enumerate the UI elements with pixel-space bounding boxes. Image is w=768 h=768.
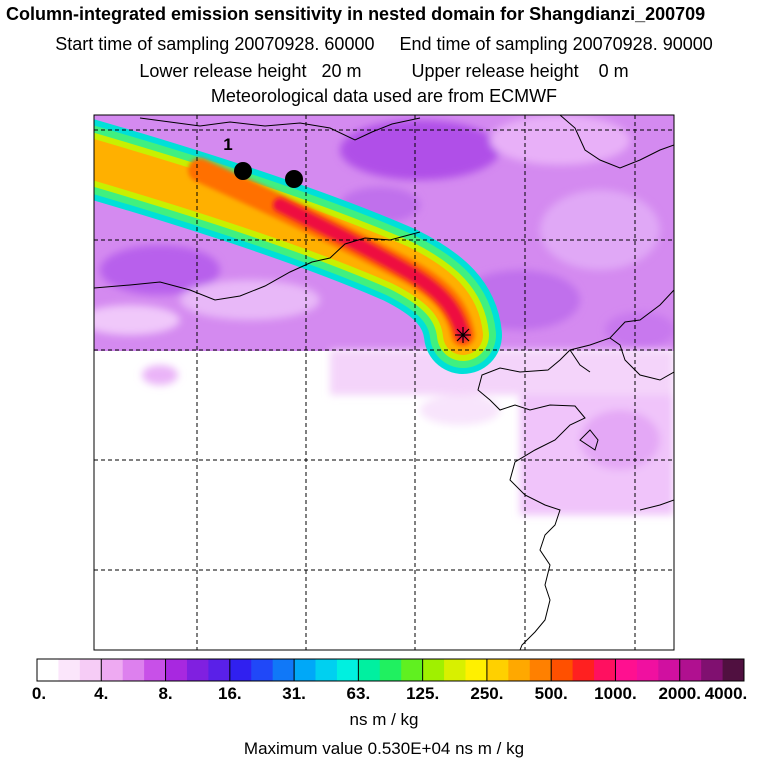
- colorbar-swatch: [722, 659, 745, 681]
- colorbar-swatch: [551, 659, 574, 681]
- colorbar-swatch: [144, 659, 167, 681]
- colorbar-swatch: [208, 659, 231, 681]
- map-panel: [94, 115, 674, 650]
- end-time-label: End time of sampling: [399, 34, 568, 54]
- trajectory-marker: [234, 162, 252, 180]
- colorbar-outline: [36, 658, 745, 682]
- maximum-value-text: Maximum value 0.530E+04 ns m / kg: [243, 739, 525, 758]
- lower-height-value: 20 m: [321, 61, 362, 81]
- sensitivity-field-lower: [142, 350, 674, 515]
- trajectory-marker: [285, 170, 303, 188]
- colorbar-tick-label: 2000.: [658, 684, 701, 703]
- colorbar-tick-label: 125.: [406, 684, 440, 703]
- colorbar-swatch: [636, 659, 659, 681]
- colorbar-swatch: [615, 659, 638, 681]
- colorbar-units: ns m / kg: [349, 710, 419, 729]
- colorbar-swatch: [229, 659, 252, 681]
- colorbar-tick-label: 1000.: [594, 684, 637, 703]
- colorbar-swatch: [379, 659, 402, 681]
- sampling-times: Start time of sampling 20070928. 60000 E…: [0, 34, 768, 55]
- colorbar-swatch: [422, 659, 445, 681]
- colorbar-swatch: [508, 659, 531, 681]
- colorbar-swatch: [358, 659, 381, 681]
- map-frame: [93, 114, 675, 651]
- upper-height-value: 0 m: [598, 61, 629, 81]
- colorbar-tick-label: 4000.: [704, 684, 748, 703]
- colorbar-swatch: [186, 659, 209, 681]
- release-site: [455, 327, 471, 343]
- colorbar-swatch: [336, 659, 359, 681]
- met-data-note: Meteorological data used are from ECMWF: [210, 86, 558, 106]
- colorbar: [36, 658, 745, 682]
- start-time-label: Start time of sampling: [55, 34, 230, 54]
- colorbar-tick-label: 16.: [217, 684, 242, 703]
- colorbar-swatch: [594, 659, 616, 681]
- colorbar-tick-label: 31.: [282, 684, 306, 703]
- colorbar-swatch: [465, 659, 488, 681]
- colorbar-swatch: [401, 659, 424, 681]
- upper-height-label: Upper release height: [411, 61, 579, 81]
- colorbar-tick-label: 0.: [31, 684, 47, 703]
- colorbar-swatch: [679, 659, 702, 681]
- coastlines: [94, 115, 674, 650]
- colorbar-swatch: [294, 659, 317, 681]
- colorbar-swatch: [165, 659, 188, 681]
- lower-height-label: Lower release height: [139, 61, 307, 81]
- colorbar-swatch: [101, 659, 124, 681]
- release-heights: Lower release height 20 m Upper release …: [0, 61, 768, 82]
- marker-label: 1: [223, 135, 232, 154]
- colorbar-tick-label: 63.: [346, 684, 371, 703]
- colorbar-swatch: [529, 659, 552, 681]
- colorbar-swatch: [572, 659, 595, 681]
- colorbar-swatch: [122, 659, 145, 681]
- release-site-star: [455, 327, 471, 343]
- colorbar-tick-label: 8.: [158, 684, 173, 703]
- colorbar-tick-label: 500.: [534, 684, 568, 703]
- colorbar-swatch: [272, 659, 295, 681]
- end-time-value: 20070928. 90000: [572, 34, 713, 54]
- sensitivity-field-texture: [94, 115, 674, 348]
- colorbar-swatch: [315, 659, 338, 681]
- colorbar-swatch: [37, 659, 59, 681]
- colorbar-tick-label: 4.: [94, 684, 109, 703]
- plume: [94, 119, 502, 374]
- colorbar-swatch: [58, 659, 81, 681]
- plot-title: Column-integrated emission sensitivity i…: [6, 4, 706, 24]
- colorbar-tick-label: 250.: [470, 684, 504, 703]
- start-time-value: 20070928. 60000: [234, 34, 375, 54]
- colorbar-swatch: [251, 659, 274, 681]
- colorbar-swatch: [444, 659, 466, 681]
- colorbar-swatch: [658, 659, 681, 681]
- colorbar-swatch: [79, 659, 102, 681]
- colorbar-swatch: [701, 659, 724, 681]
- colorbar-swatch: [486, 659, 509, 681]
